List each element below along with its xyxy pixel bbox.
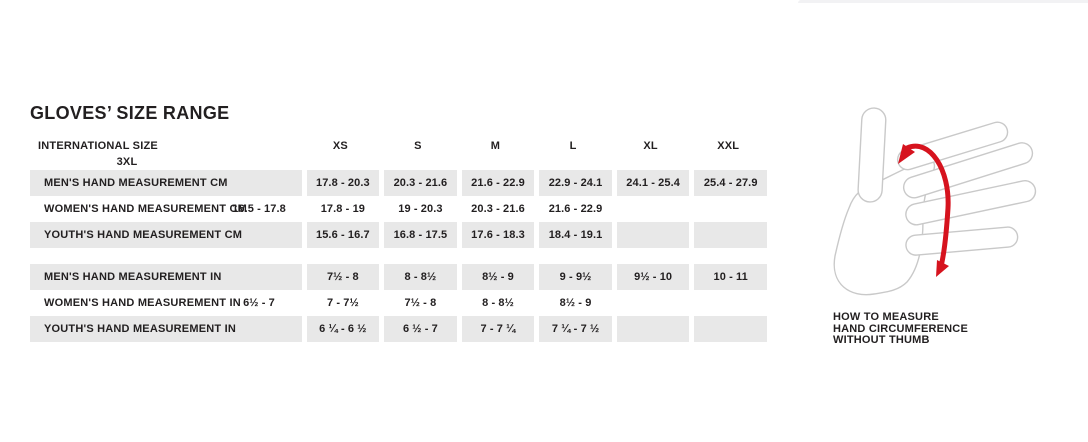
cell-s: 17.8 - 19 bbox=[320, 203, 366, 215]
cell-3xl bbox=[694, 196, 767, 222]
caption-line-2: HAND CIRCUMFERENCE bbox=[833, 322, 968, 335]
cell-xs: 16.5 - 17.8 bbox=[232, 203, 286, 215]
size-header-m: M bbox=[490, 140, 501, 152]
size-header-3xl: 3XL bbox=[116, 156, 138, 168]
cell-xl: 18.4 - 19.1 bbox=[539, 222, 612, 248]
caption-line-1: HOW TO MEASURE bbox=[833, 311, 939, 323]
cell-l: 20.3 - 21.6 bbox=[471, 203, 525, 215]
adjacent-card-edge bbox=[798, 0, 1088, 3]
cell-s: 15.6 - 16.7 bbox=[306, 222, 380, 248]
cell-3xl: 25.4 - 27.9 bbox=[694, 170, 767, 196]
row-label: WOMEN'S HAND MEASUREMENT CM bbox=[44, 203, 247, 215]
cell-m: 16.8 - 17.5 bbox=[384, 222, 457, 248]
cell-s: 7½ - 8 bbox=[306, 264, 380, 290]
cell-xl: 9 - 9½ bbox=[539, 264, 612, 290]
caption-line-3: WITHOUT THUMB bbox=[833, 334, 930, 346]
hand-outline-icon bbox=[833, 107, 1037, 296]
cell-xxl bbox=[617, 290, 690, 316]
cell-3xl bbox=[694, 222, 767, 248]
international-size-header: INTERNATIONAL SIZE bbox=[38, 140, 158, 152]
cell-xl: 21.6 - 22.9 bbox=[548, 203, 603, 215]
size-header-xl: XL bbox=[643, 140, 658, 152]
size-header-xs: XS bbox=[332, 140, 348, 152]
size-header-xxl: XXL bbox=[717, 140, 740, 152]
row-label: YOUTH'S HAND MEASUREMENT IN bbox=[30, 316, 302, 342]
cell-s: 17.8 - 20.3 bbox=[306, 170, 380, 196]
row-label: WOMEN'S HAND MEASUREMENT IN bbox=[44, 297, 241, 309]
cell-xxl bbox=[617, 196, 690, 222]
cell-l: 17.6 - 18.3 bbox=[461, 222, 535, 248]
table-row-youths-cm: YOUTH'S HAND MEASUREMENT CM 15.6 - 16.7 … bbox=[30, 222, 767, 248]
cell-xl: 22.9 - 24.1 bbox=[539, 170, 612, 196]
table-row-mens-cm: MEN'S HAND MEASUREMENT CM 17.8 - 20.3 20… bbox=[30, 170, 767, 196]
table-row-youths-in: YOUTH'S HAND MEASUREMENT IN 6 ¼ - 6 ½ 6 … bbox=[30, 316, 767, 342]
cell-m: 7½ - 8 bbox=[404, 297, 437, 309]
cell-xxl: 9½ - 10 bbox=[616, 264, 690, 290]
size-header-l: L bbox=[569, 140, 577, 152]
cell-xxl: 24.1 - 25.4 bbox=[616, 170, 690, 196]
cell-l: 21.6 - 22.9 bbox=[461, 170, 535, 196]
cell-l: 7 - 7 ¼ bbox=[461, 316, 535, 342]
cell-xl: 8½ - 9 bbox=[559, 297, 592, 309]
table-row-mens-in: MEN'S HAND MEASUREMENT IN 7½ - 8 8 - 8½ … bbox=[30, 264, 767, 290]
cm-in-section-gap bbox=[30, 248, 767, 264]
row-label: MEN'S HAND MEASUREMENT CM bbox=[30, 170, 302, 196]
hand-illustration bbox=[810, 100, 1042, 298]
cell-3xl bbox=[694, 290, 767, 316]
cell-m: 19 - 20.3 bbox=[398, 203, 443, 215]
row-label: MEN'S HAND MEASUREMENT IN bbox=[30, 264, 302, 290]
cell-s: 6 ¼ - 6 ½ bbox=[306, 316, 380, 342]
cell-l: 8½ - 9 bbox=[461, 264, 535, 290]
cell-xxl bbox=[616, 316, 690, 342]
size-table: INTERNATIONAL SIZE XS S M L XL XXL 3XL M… bbox=[30, 138, 767, 342]
measure-caption: HOW TO MEASURE HAND CIRCUMFERENCE WITHOU… bbox=[833, 311, 968, 347]
cell-l: 8 - 8½ bbox=[482, 297, 514, 309]
table-row-womens-in: WOMEN'S HAND MEASUREMENT IN 6½ - 7 7 - 7… bbox=[30, 290, 767, 316]
measure-arrow-icon bbox=[898, 143, 951, 277]
cell-m: 6 ½ - 7 bbox=[384, 316, 457, 342]
table-row-womens-cm: WOMEN'S HAND MEASUREMENT CM 16.5 - 17.8 … bbox=[30, 196, 767, 222]
table-header-row: INTERNATIONAL SIZE XS S M L XL XXL 3XL bbox=[30, 138, 767, 170]
cell-3xl bbox=[694, 316, 767, 342]
cell-xl: 7 ¼ - 7 ½ bbox=[539, 316, 612, 342]
cell-3xl: 10 - 11 bbox=[694, 264, 767, 290]
cell-s: 7 - 7½ bbox=[326, 297, 359, 309]
cell-m: 8 - 8½ bbox=[384, 264, 457, 290]
size-header-s: S bbox=[414, 140, 422, 152]
row-label: YOUTH'S HAND MEASUREMENT CM bbox=[30, 222, 302, 248]
cell-xxl bbox=[616, 222, 690, 248]
cell-xs: 6½ - 7 bbox=[243, 297, 275, 309]
cell-m: 20.3 - 21.6 bbox=[384, 170, 457, 196]
page-title: GLOVES’ SIZE RANGE bbox=[30, 103, 230, 123]
